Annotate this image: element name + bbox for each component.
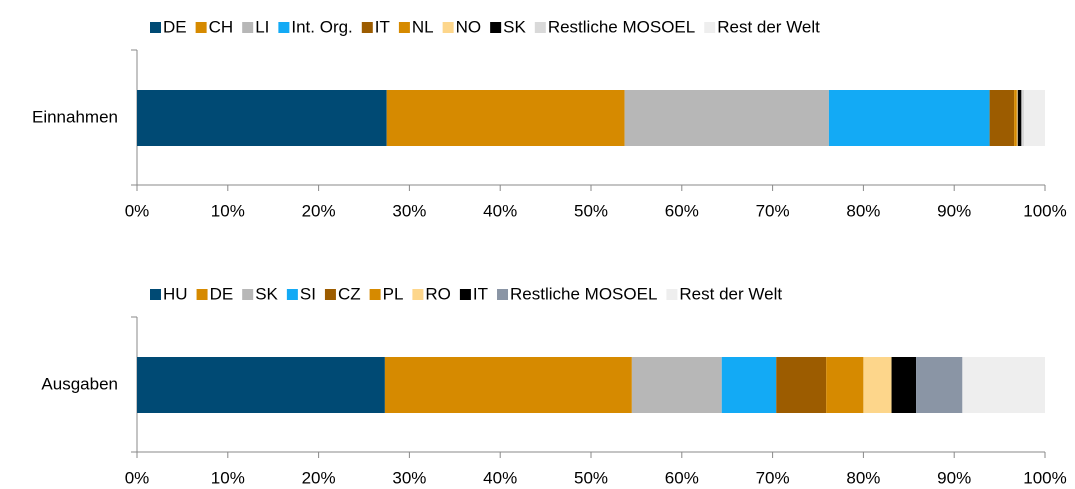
bar-segment	[863, 357, 892, 413]
legend-swatch	[704, 22, 716, 33]
legend-label: IT	[473, 284, 488, 303]
bar-segment	[916, 357, 963, 413]
x-tick-label: 50%	[574, 201, 608, 220]
x-tick-label: 30%	[392, 468, 426, 487]
legend-label: RO	[425, 284, 451, 303]
legend-swatch	[369, 289, 381, 300]
x-tick-label: 70%	[756, 201, 790, 220]
legend-label: DE	[210, 284, 234, 303]
legend-swatch	[412, 289, 424, 300]
x-tick-label: 50%	[574, 468, 608, 487]
legend-label: IT	[375, 17, 390, 36]
bar-segment	[891, 357, 917, 413]
bar-segment	[386, 90, 625, 146]
bar-segment	[989, 90, 1015, 146]
bar-segment	[828, 90, 990, 146]
x-tick-label: 80%	[846, 468, 880, 487]
legend-swatch	[150, 289, 161, 300]
x-tick-label: 40%	[483, 201, 517, 220]
x-tick-label: 100%	[1023, 201, 1066, 220]
x-tick-label: 10%	[211, 468, 245, 487]
legend-label: PL	[383, 284, 404, 303]
legend-label: Rest der Welt	[679, 284, 782, 303]
x-tick-label: 80%	[846, 201, 880, 220]
bar-segment	[776, 357, 827, 413]
bar-segment	[624, 90, 829, 146]
x-tick-label: 60%	[665, 468, 699, 487]
category-label: Einnahmen	[32, 107, 118, 126]
x-tick-label: 30%	[392, 201, 426, 220]
legend-label: SK	[503, 17, 526, 36]
bar-segment	[137, 357, 385, 413]
x-tick-label: 20%	[302, 201, 336, 220]
x-tick-label: 70%	[756, 468, 790, 487]
x-tick-label: 60%	[665, 201, 699, 220]
bar-segment	[631, 357, 722, 413]
legend-swatch	[534, 22, 546, 33]
legend-swatch	[195, 22, 207, 33]
legend-swatch	[398, 22, 410, 33]
legend-swatch	[278, 22, 290, 33]
legend-label: DE	[163, 17, 187, 36]
legend-swatch	[196, 289, 208, 300]
bar-segment	[1021, 90, 1025, 146]
legend-swatch	[459, 289, 471, 300]
legend-label: SI	[300, 284, 316, 303]
x-tick-label: 20%	[302, 468, 336, 487]
legend-label: LI	[255, 17, 269, 36]
legend-swatch	[242, 289, 254, 300]
legend-swatch	[286, 289, 298, 300]
legend-swatch	[490, 22, 502, 33]
legend-label: Restliche MOSOEL	[548, 17, 695, 36]
bar-segment	[721, 357, 777, 413]
bar-segment	[1016, 90, 1018, 146]
legend-swatch	[324, 289, 336, 300]
legend-swatch	[442, 22, 454, 33]
legend-swatch	[497, 289, 509, 300]
x-tick-label: 90%	[937, 201, 971, 220]
bar-segment	[1017, 90, 1022, 146]
legend-swatch	[242, 22, 254, 33]
bar-segment	[384, 357, 632, 413]
x-tick-label: 10%	[211, 201, 245, 220]
x-tick-label: 90%	[937, 468, 971, 487]
x-tick-label: 0%	[125, 201, 150, 220]
legend-label: Restliche MOSOEL	[510, 284, 657, 303]
category-label: Ausgaben	[41, 374, 118, 393]
legend-label: HU	[163, 284, 188, 303]
x-tick-label: 40%	[483, 468, 517, 487]
bar-segment	[962, 357, 1045, 413]
bar-segment	[826, 357, 864, 413]
legend-label: Int. Org.	[291, 17, 352, 36]
bar-segment	[1014, 90, 1017, 146]
legend-label: CZ	[338, 284, 361, 303]
legend-label: NO	[456, 17, 482, 36]
bar-segment	[1024, 90, 1045, 146]
legend-label: CH	[209, 17, 234, 36]
bar-segment	[137, 90, 387, 146]
legend-label: SK	[255, 284, 278, 303]
legend-swatch	[666, 289, 678, 300]
legend-swatch	[150, 22, 161, 33]
legend-label: Rest der Welt	[717, 17, 820, 36]
x-tick-label: 0%	[125, 468, 150, 487]
legend-swatch	[361, 22, 373, 33]
x-tick-label: 100%	[1023, 468, 1066, 487]
legend-label: NL	[412, 17, 434, 36]
